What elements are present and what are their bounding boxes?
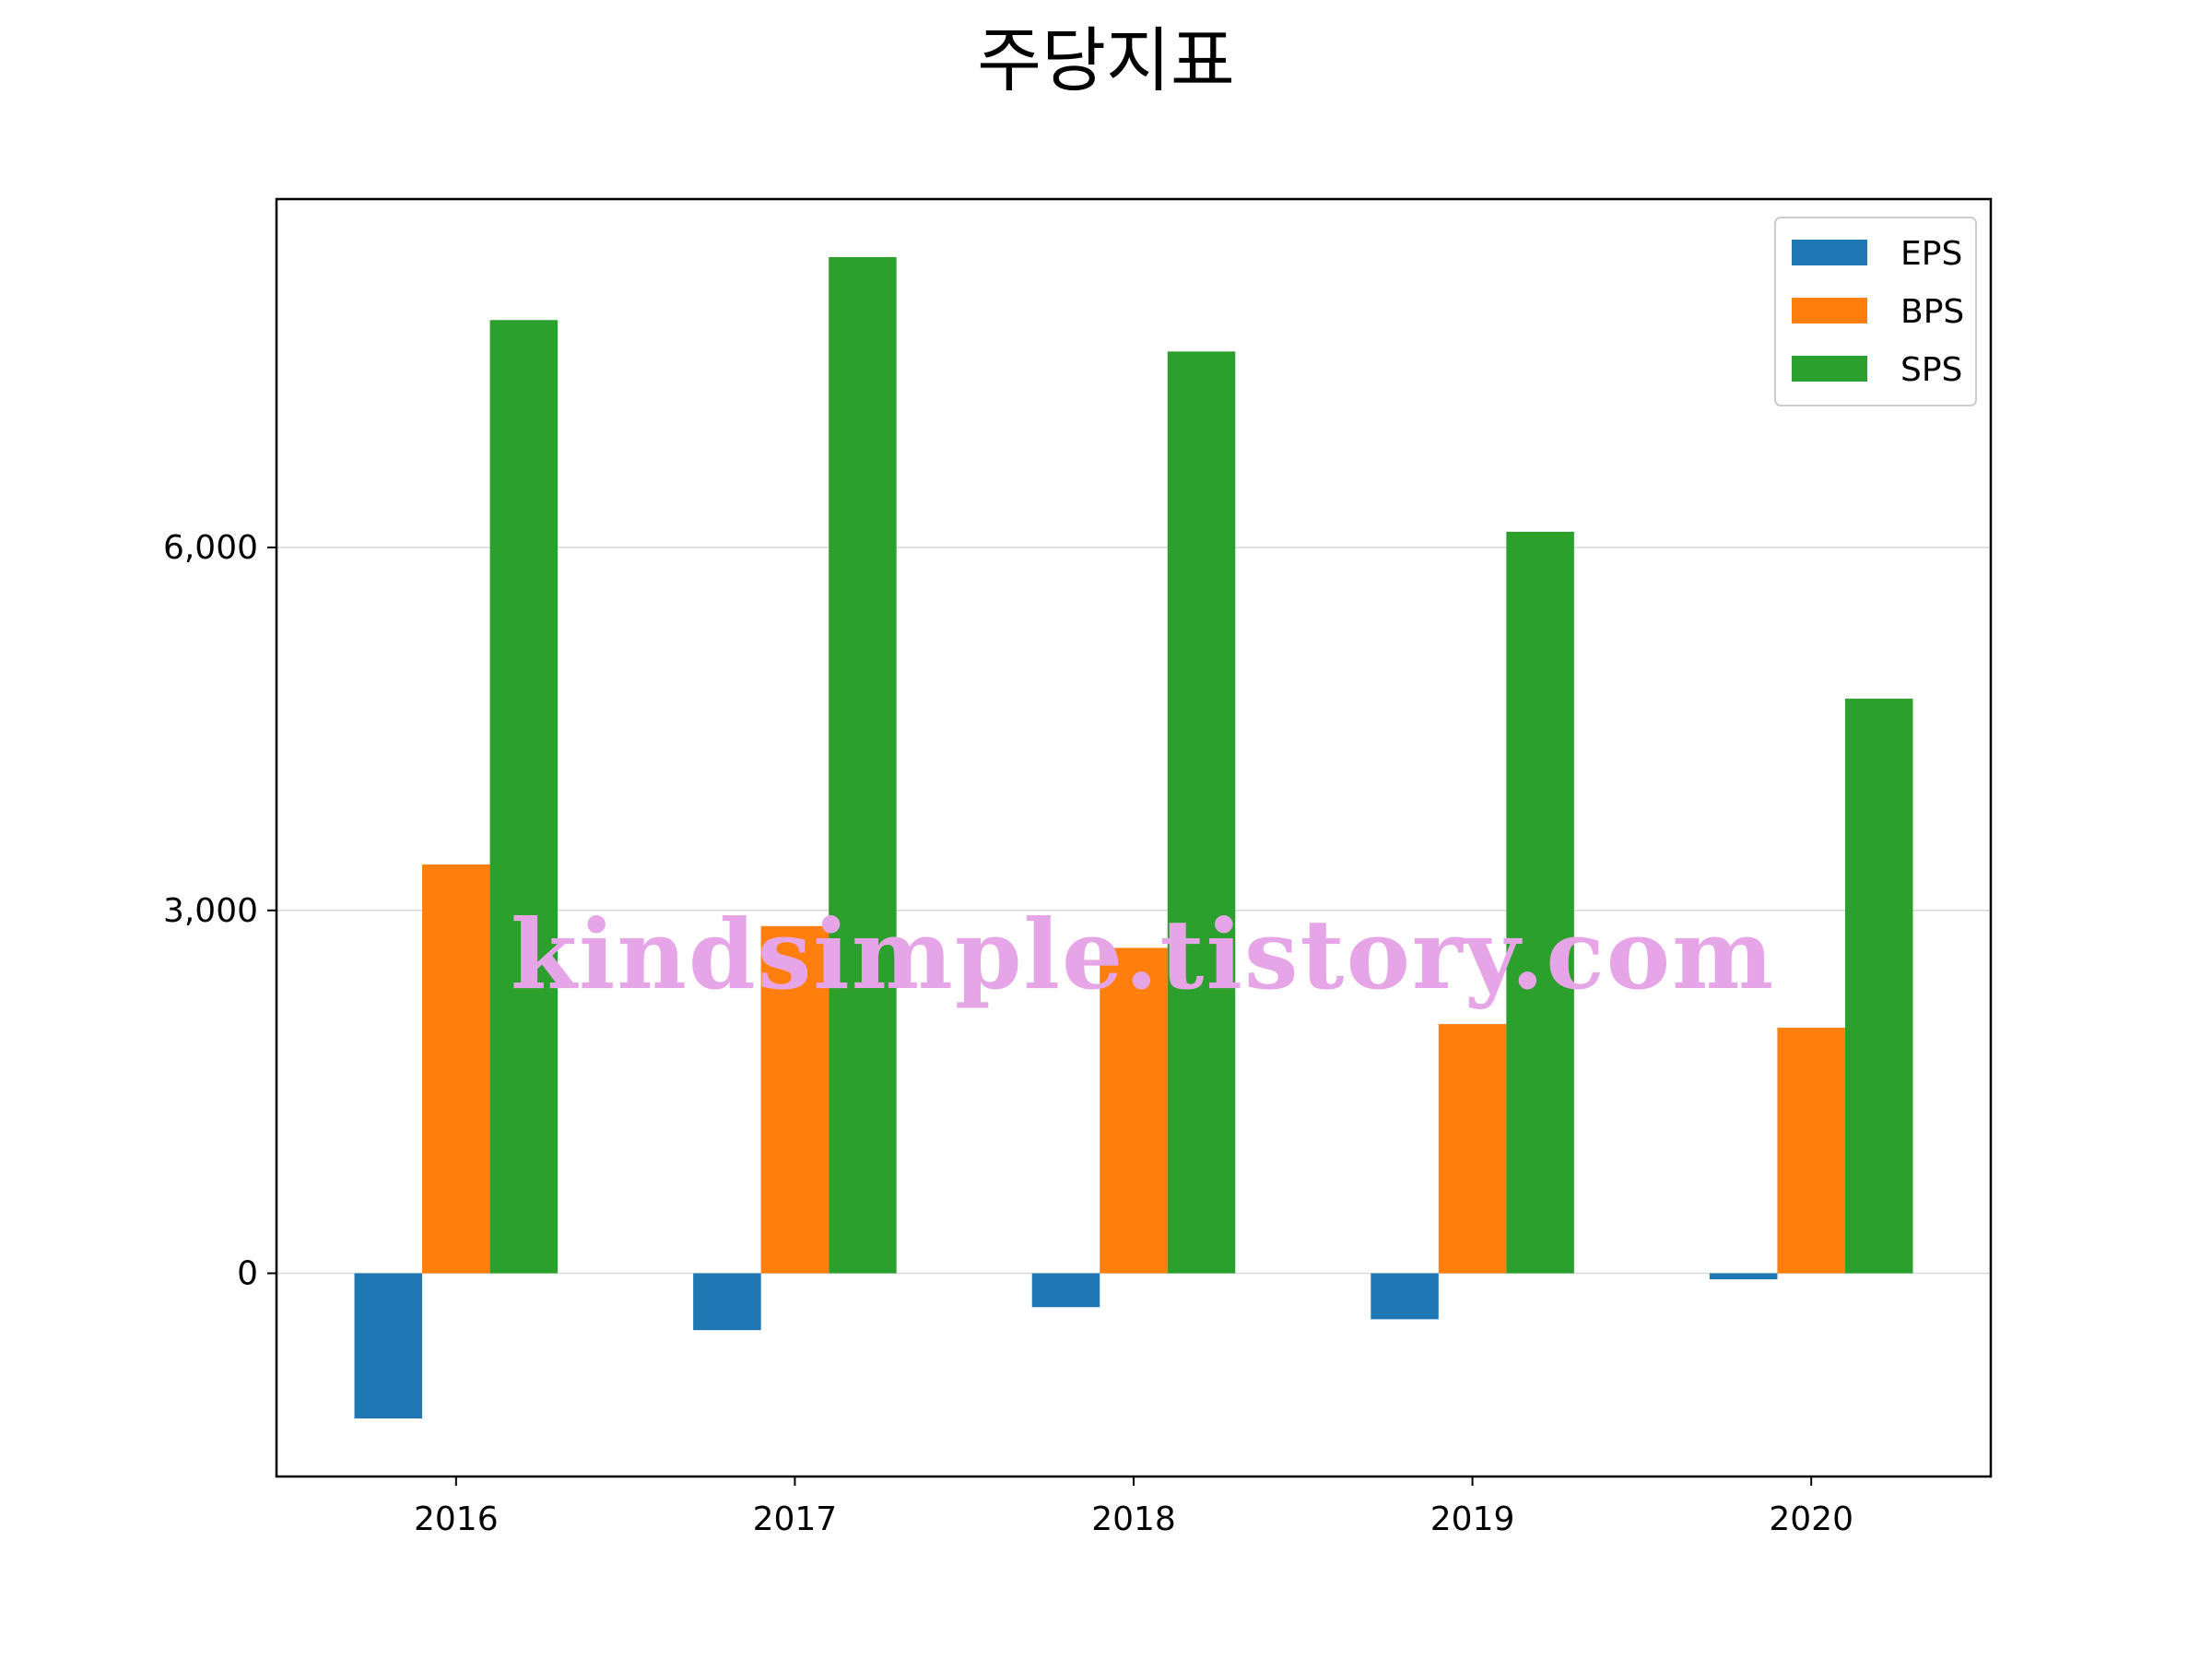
y-axis: 0 3,000 6,000 <box>163 529 276 1293</box>
watermark: kindsimple.tistory.com <box>511 898 1775 1011</box>
legend-label-bps: BPS <box>1900 293 1964 331</box>
bar-eps-2020 <box>1709 1273 1778 1280</box>
x-tick-label: 2019 <box>1430 1500 1515 1538</box>
legend-label-sps: SPS <box>1900 351 1962 389</box>
bar-eps-2019 <box>1371 1273 1439 1320</box>
bar-sps-2019 <box>1506 531 1574 1274</box>
x-tick-label: 2017 <box>753 1500 838 1538</box>
bar-bps-2017 <box>760 925 830 1274</box>
bar-bps-2019 <box>1438 1024 1507 1274</box>
chart-title: 주당지표 <box>977 19 1235 101</box>
bar-bps-2018 <box>1100 947 1168 1274</box>
y-tick-label: 0 <box>237 1255 258 1293</box>
x-tick-label: 2020 <box>1769 1500 1853 1538</box>
bar-eps-2016 <box>354 1273 423 1418</box>
bar-sps-2017 <box>829 257 897 1274</box>
bar-eps-2017 <box>693 1273 761 1331</box>
bar-sps-2018 <box>1167 351 1236 1274</box>
legend: EPS BPS SPS <box>1774 217 1977 406</box>
bar-sps-2020 <box>1844 699 1913 1274</box>
y-tick-label: 6,000 <box>163 529 258 567</box>
bars <box>354 257 1913 1418</box>
bar-bps-2020 <box>1777 1028 1845 1274</box>
legend-swatch-sps <box>1792 356 1867 382</box>
legend-swatch-bps <box>1792 298 1867 324</box>
legend-label-eps: EPS <box>1900 235 1962 273</box>
legend-swatch-eps <box>1792 240 1867 265</box>
bar-eps-2018 <box>1031 1273 1100 1308</box>
bar-bps-2016 <box>422 864 490 1274</box>
x-tick-label: 2018 <box>1091 1500 1176 1538</box>
x-axis: 2016 2017 2018 2019 2020 <box>414 1477 1853 1538</box>
bar-sps-2016 <box>489 320 559 1274</box>
x-tick-label: 2016 <box>414 1500 499 1538</box>
y-tick-label: 3,000 <box>163 892 258 930</box>
